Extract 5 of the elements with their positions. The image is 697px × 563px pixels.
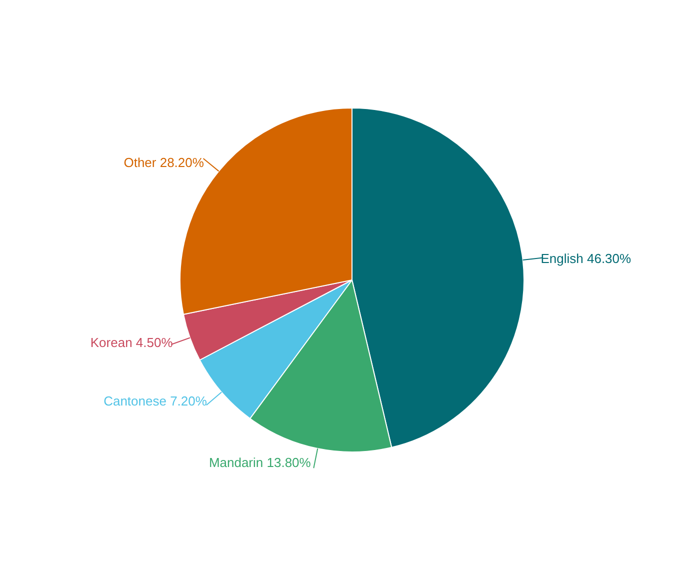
slice-label: Other 28.20% [124, 154, 204, 170]
slice-label: Korean 4.50% [90, 334, 174, 350]
slice-label: Mandarin 13.80% [208, 454, 312, 470]
slice-label: Cantonese 7.20% [104, 394, 208, 409]
slice-label: English 46.30% [540, 250, 632, 266]
